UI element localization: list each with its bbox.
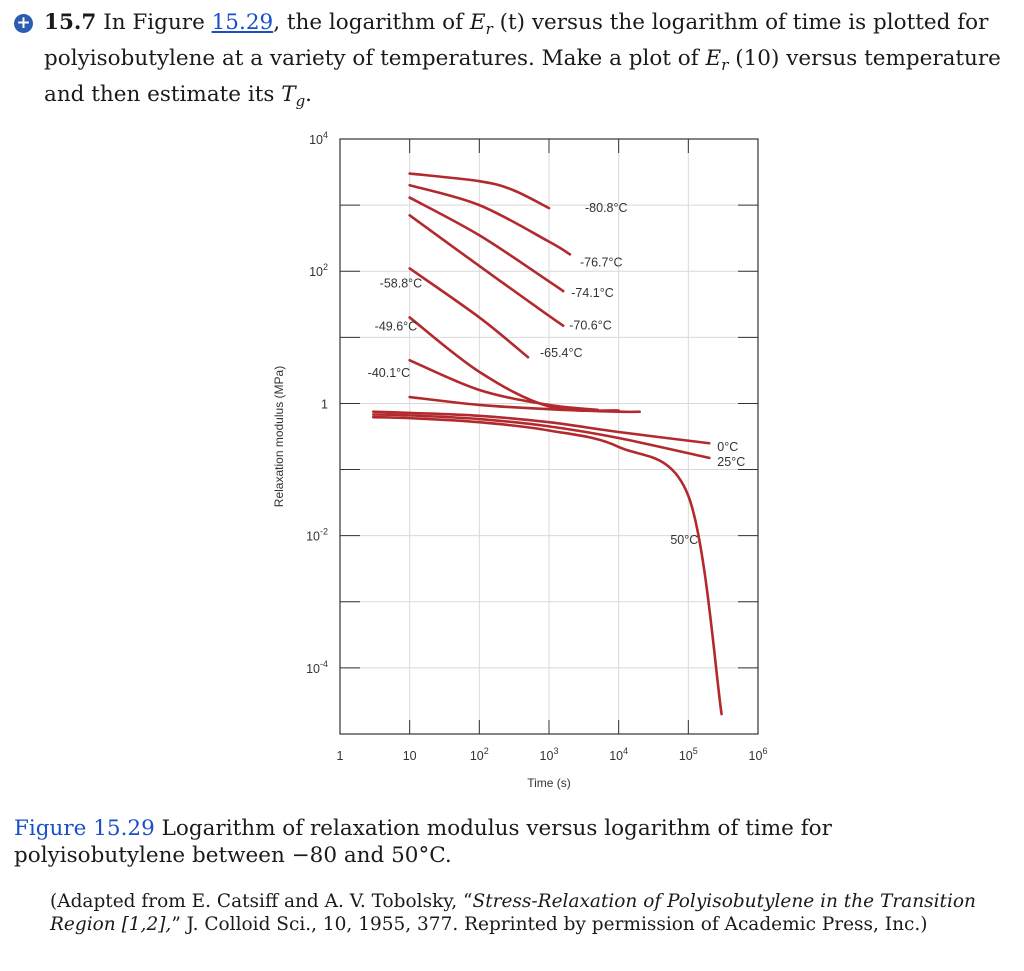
series-label: -76.7°C — [580, 255, 623, 269]
series-label: 50°C — [670, 533, 698, 547]
symbol-T: T — [281, 82, 296, 107]
series-line — [408, 358, 599, 412]
symbol-r: r — [485, 20, 493, 38]
series-line — [371, 415, 723, 716]
caption-text: Logarithm of relaxation modulus versus l… — [14, 816, 832, 868]
symbol-E: E — [705, 46, 722, 71]
series-line — [408, 183, 572, 256]
problem-text-segment: (10) versus temperature and then estimat… — [44, 46, 1001, 107]
y-axis-label: Relaxation modulus (MPa) — [272, 366, 286, 507]
symbol-E: E — [469, 10, 486, 35]
series-label: -80.8°C — [585, 201, 628, 215]
problem-number: 15.7 — [44, 10, 97, 35]
x-tick-label: 103 — [540, 746, 559, 763]
x-tick-label: 104 — [609, 746, 628, 763]
problem-text-segment: . — [305, 82, 313, 107]
problem-statement: + 15.7 In Figure 15.29, the logarithm of… — [14, 8, 1014, 116]
problem-text-segment: (t) versus the logarithm of time is plot… — [44, 10, 989, 71]
x-axis-label: Time (s) — [527, 776, 571, 790]
problem-text: 15.7 In Figure 15.29, the logarithm of E… — [44, 8, 1014, 116]
y-tick-label: 102 — [309, 262, 328, 279]
figure-source: (Adapted from E. Catsiff and A. V. Tobol… — [50, 890, 1010, 936]
symbol-g: g — [295, 92, 306, 110]
series-line — [408, 196, 565, 293]
y-tick-label: 10-4 — [306, 659, 328, 676]
source-text: (Adapted from E. Catsiff and A. V. Tobol… — [50, 891, 473, 912]
series-label: -58.8°C — [380, 276, 423, 290]
series-label: 0°C — [717, 440, 738, 454]
y-tick-label: 104 — [309, 130, 328, 147]
problem-text-segment: In Figure — [96, 10, 212, 35]
series-line — [371, 413, 711, 460]
figure-caption: Figure 15.29 Logarithm of relaxation mod… — [14, 815, 1004, 869]
series-label: -40.1°C — [368, 366, 411, 380]
source-text: ” J. Colloid Sci., 10, 1955, 377. Reprin… — [171, 914, 928, 935]
y-tick-label: 10-2 — [306, 527, 328, 544]
series-line — [371, 410, 711, 445]
series-line — [408, 267, 530, 359]
series-label: -74.1°C — [571, 286, 614, 300]
series-label: -65.4°C — [540, 346, 583, 360]
plus-circle-icon[interactable]: + — [14, 14, 33, 33]
series-line — [408, 395, 641, 414]
figure-link[interactable]: 15.29 — [211, 10, 274, 35]
x-tick-label: 106 — [749, 746, 768, 763]
x-tick-label: 10 — [403, 749, 417, 763]
x-tick-label: 105 — [679, 746, 698, 763]
series-line — [408, 214, 565, 327]
x-tick-label: 102 — [470, 746, 489, 763]
problem-text-segment: , the logarithm of — [273, 10, 470, 35]
symbol-r: r — [721, 56, 729, 74]
series-line — [408, 172, 551, 210]
figure-label[interactable]: Figure 15.29 — [14, 816, 155, 841]
y-tick-label: 1 — [321, 397, 328, 411]
series-label: -49.6°C — [375, 319, 418, 333]
x-tick-label: 1 — [337, 749, 344, 763]
series-label: 25°C — [717, 455, 745, 469]
source-title: Stress-Relaxation of Polyisobutylene in … — [50, 891, 976, 935]
series-label: -70.6°C — [569, 319, 612, 333]
